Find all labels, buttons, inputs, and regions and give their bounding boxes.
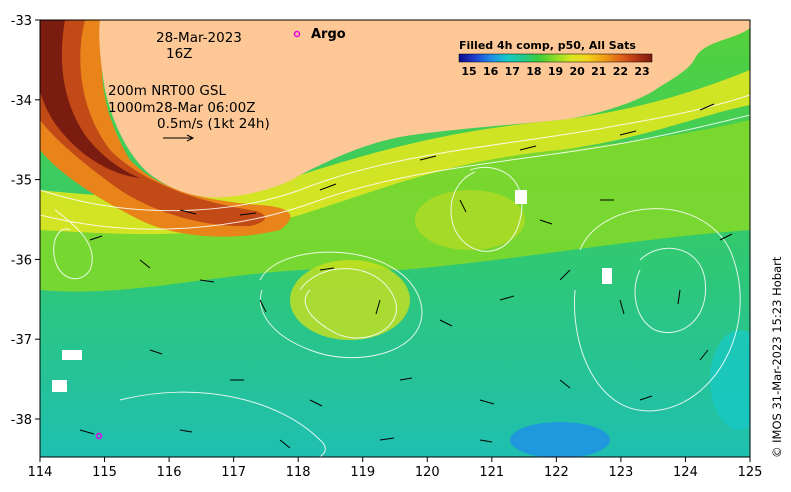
x-tick-label-115: 115: [92, 465, 117, 480]
legend-tick-19: 19: [548, 65, 563, 78]
cloud-gap: [62, 350, 82, 360]
land-australia: [99, 20, 750, 198]
x-tick-label-123: 123: [608, 465, 633, 480]
x-tick-label-120: 120: [415, 465, 440, 480]
date-label: 28-Mar-2023: [156, 30, 242, 46]
legend-tick-22: 22: [613, 65, 628, 78]
current-vectors: [79, 103, 733, 449]
legend-tick-15: 15: [461, 65, 476, 78]
legend-tick-16: 16: [483, 65, 499, 78]
argo-label: Argo: [311, 27, 346, 42]
cloud-gap: [52, 380, 67, 392]
y-axis: -33 -34 -35 -36 -37 -38: [11, 14, 40, 428]
contour-label: 1000m28-Mar 06:00Z: [108, 100, 255, 116]
credit-text: © IMOS 31-Mar-2023 15:23 Hobart: [770, 256, 784, 458]
legend-tick-17: 17: [505, 65, 520, 78]
legend-tick-21: 21: [591, 65, 606, 78]
legend-colorbar: [458, 53, 653, 63]
x-tick-label-124: 124: [673, 465, 698, 480]
y-tick-label--37: -37: [11, 333, 32, 348]
x-tick-label-118: 118: [286, 465, 311, 480]
contour-lines: [40, 94, 750, 457]
legend-tick-labels: 15 16 17 18 19 20 21 22 23: [461, 65, 649, 78]
colorbar-legend: Filled 4h comp, p50, All Sats 15 16 17 18 19…: [458, 39, 653, 78]
cool-patch: [510, 422, 610, 457]
legend-title: Filled 4h comp, p50, All Sats: [459, 39, 636, 52]
plot-frame: [39, 19, 751, 458]
vector-scale-arrow: [163, 134, 195, 142]
warm-band-green: [40, 120, 750, 292]
vector-scale-label: 0.5m/s (1kt 24h): [157, 116, 270, 132]
legend-tick-18: 18: [526, 65, 541, 78]
x-tick-label-119: 119: [350, 465, 375, 480]
y-tick-label--35: -35: [11, 174, 32, 189]
argo-marker-legend: [293, 30, 301, 38]
y-tick-label--36: -36: [11, 253, 32, 268]
x-tick-label-125: 125: [738, 465, 763, 480]
warm-eddy-east: [415, 190, 525, 250]
x-tick-label-122: 122: [544, 465, 569, 480]
x-tick-label-114: 114: [28, 465, 53, 480]
x-tick-label-116: 116: [157, 465, 182, 480]
x-tick-label-121: 121: [479, 465, 504, 480]
hour-label: 16Z: [166, 46, 192, 62]
x-axis: 114 115 116 117 118 119 120 121 122 123 124 125: [28, 457, 763, 480]
argo-float-marker: [95, 432, 103, 440]
y-tick-label--33: -33: [11, 14, 32, 29]
legend-tick-20: 20: [569, 65, 585, 78]
x-tick-label-117: 117: [221, 465, 246, 480]
warm-eddy: [290, 260, 410, 340]
leeuwin-current-red: [40, 20, 265, 227]
leeuwin-current-orange: [40, 20, 291, 237]
leeuwin-current-core: [40, 20, 140, 178]
y-tick-label--38: -38: [11, 413, 32, 428]
cloud-gap: [602, 268, 612, 284]
sst-field: [40, 20, 750, 457]
cool-patch-east: [710, 330, 750, 430]
y-tick-label--34: -34: [11, 94, 32, 109]
depth-label: 200m NRT00 GSL: [108, 83, 226, 99]
legend-tick-23: 23: [634, 65, 649, 78]
